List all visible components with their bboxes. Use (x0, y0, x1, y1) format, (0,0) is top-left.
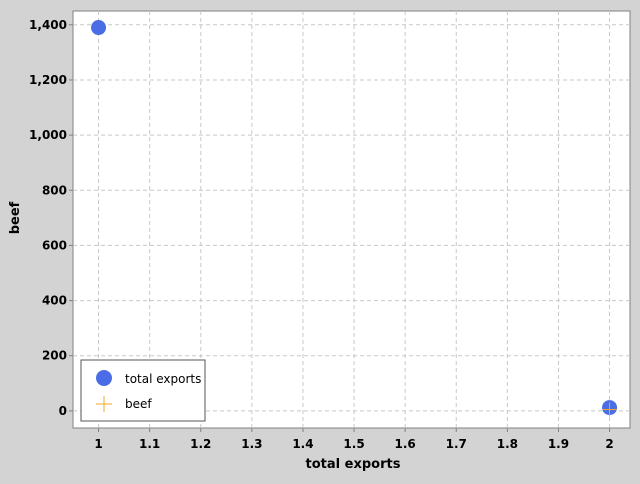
x-tick-label: 1.1 (139, 437, 160, 451)
x-tick-label: 1.2 (190, 437, 211, 451)
y-tick-label: 0 (59, 404, 67, 418)
grid-lines (73, 11, 630, 428)
x-tick-label: 1.8 (497, 437, 518, 451)
y-tick-label: 1,400 (29, 18, 67, 32)
x-axis-title: total exports (306, 457, 401, 472)
x-tick-label: 2 (605, 437, 613, 451)
plot-area (72, 10, 631, 429)
y-tick-label: 400 (42, 294, 67, 308)
legend-label-total-exports: total exports (125, 372, 201, 386)
data-points (91, 20, 618, 417)
x-tick-label: 1.3 (241, 437, 262, 451)
y-axis-title: beef (8, 201, 23, 234)
y-tick-label: 200 (42, 349, 67, 363)
data-point-beef (602, 402, 617, 417)
y-tick-label: 1,000 (29, 128, 67, 142)
y-tick-label: 800 (42, 183, 67, 197)
y-tick-label: 1,200 (29, 73, 67, 87)
legend-marker-total-exports (96, 370, 112, 386)
axis-ticks: 1 1.1 1.2 1.3 1.4 1.5 1.6 1.7 1.8 1.9 2 0 200 400 600 8… (29, 18, 614, 451)
data-point-total-exports (91, 20, 107, 36)
legend-box (80, 359, 206, 422)
y-tick-label: 600 (42, 238, 67, 252)
x-tick-label: 1.7 (446, 437, 467, 451)
x-tick-label: 1.5 (343, 437, 364, 451)
x-tick-label: 1.4 (292, 437, 313, 451)
legend: total exports beef (80, 359, 206, 422)
x-tick-label: 1 (94, 437, 102, 451)
x-tick-label: 1.6 (395, 437, 416, 451)
legend-label-beef: beef (125, 397, 152, 411)
x-tick-label: 1.9 (548, 437, 569, 451)
